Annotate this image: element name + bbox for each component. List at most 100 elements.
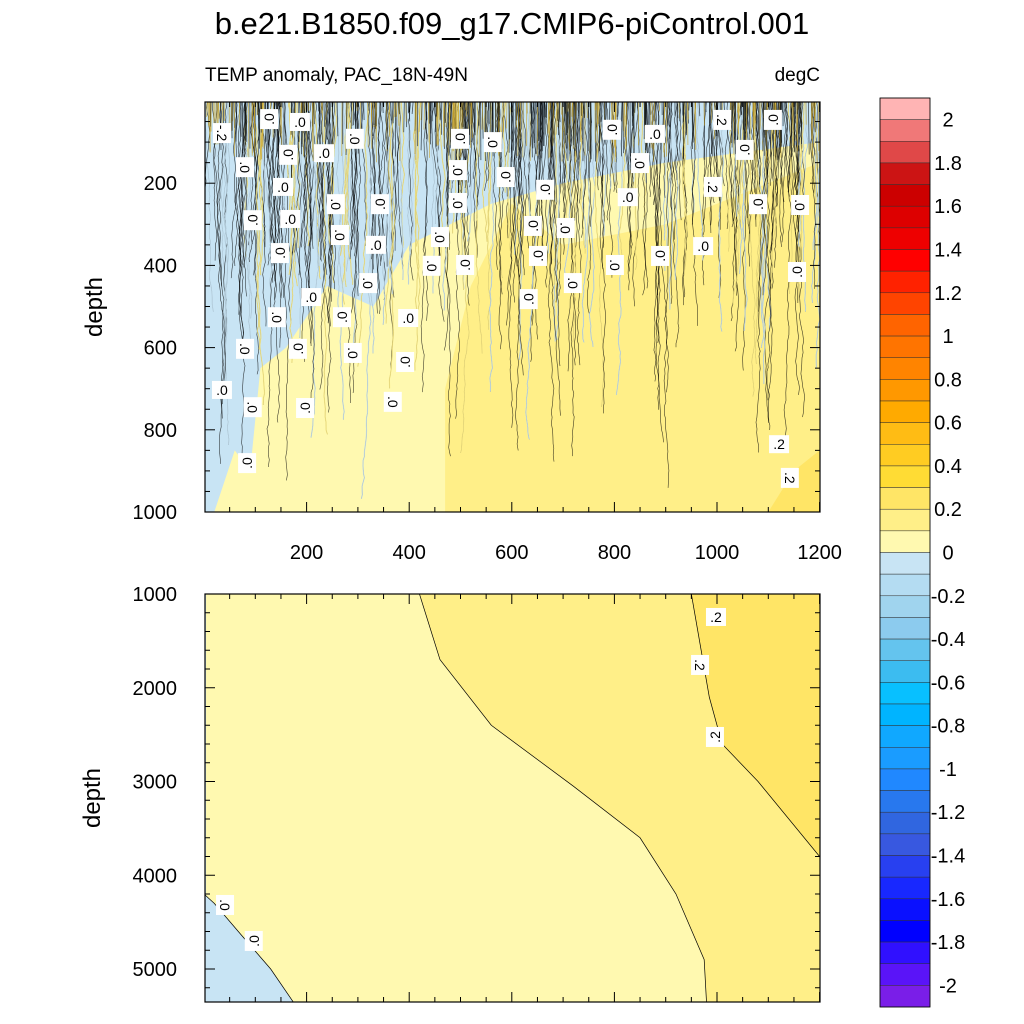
colorbar-label: 1.4: [934, 240, 962, 262]
contour-line: [620, 102, 623, 157]
contour-label-text: .0: [237, 343, 253, 355]
contour-line: [615, 102, 620, 193]
contour-label-text: .0: [385, 396, 401, 408]
contour-label-text: .0: [332, 229, 348, 241]
contour-line: [587, 102, 592, 314]
colorbar-box: [879, 595, 931, 618]
contour-line: [279, 102, 289, 481]
contour-fill-strip: [581, 102, 591, 343]
contour-label: .0: [326, 194, 345, 215]
contour-line: [794, 102, 800, 266]
contour-label-text: .2: [707, 731, 723, 743]
contour-label: .0: [345, 128, 364, 149]
contour-line: [415, 102, 417, 160]
contour-label-bg: [260, 109, 279, 130]
contour-label-text: .2: [692, 659, 708, 671]
contour-line: [798, 102, 800, 135]
fill-0.2-0.3: [691, 594, 820, 857]
contour-label-bg: [398, 309, 419, 328]
contour-label-bg: [359, 273, 378, 294]
contour-fill-strip: [681, 102, 688, 276]
contour-line: [257, 102, 260, 149]
contour-line: [662, 102, 665, 126]
contour-label-bg: [523, 215, 542, 236]
contour-fill-strip: [682, 102, 687, 187]
fill-neg-0.1-0: [205, 102, 820, 512]
contour-line: [529, 102, 532, 114]
contour-label-text: .0: [245, 214, 261, 226]
contour-label: .0: [244, 930, 263, 951]
contour-label-bg: [236, 338, 255, 359]
colorbar-box: [879, 790, 931, 813]
contour-line: [238, 102, 246, 456]
contour-label-text: .0: [432, 231, 448, 243]
contour-line: [461, 102, 463, 110]
contour-label-text: .2: [782, 472, 798, 484]
contour-line: [586, 102, 588, 119]
x-tick-label: 1000: [695, 542, 740, 564]
x-tick-label: 800: [598, 542, 631, 564]
contour-line: [622, 102, 624, 154]
contour-label-text: .0: [649, 126, 661, 142]
contour-label-text: .0: [521, 293, 537, 305]
subtitle-right: degC: [775, 65, 820, 86]
contour-fill-strip: [289, 102, 297, 269]
contour-label-bg: [280, 209, 301, 228]
contour-line: [235, 102, 238, 142]
contour-fill-strip: [360, 102, 378, 499]
contour-line: [419, 594, 707, 1002]
contour-label-text: .0: [525, 220, 541, 232]
colorbar-label: -0.2: [931, 586, 965, 608]
contour-line: [382, 102, 384, 114]
colorbar-box: [879, 379, 931, 402]
contour-line: [787, 102, 793, 193]
contour-label-bg: [267, 307, 286, 328]
contour-line: [519, 102, 522, 140]
y-tick-label: 3000: [133, 772, 178, 794]
contour-fill-strip: [812, 102, 820, 251]
contour-label-text: .0: [246, 935, 262, 947]
contour-line: [746, 102, 754, 234]
contour-line: [676, 102, 679, 119]
contour-line: [673, 102, 679, 180]
y-tick-label: 200: [144, 173, 177, 195]
contour-label-text: .0: [245, 401, 261, 413]
contour-label: .0: [483, 132, 502, 153]
contour-label: .0: [448, 192, 467, 213]
contour-line: [243, 102, 248, 268]
contour-label: .0: [211, 380, 232, 399]
bottom-plot-area: [205, 594, 820, 1002]
contour-line: [471, 102, 473, 138]
colorbar-label: 2: [942, 110, 953, 132]
colorbar-box: [879, 487, 931, 510]
contour-line: [807, 102, 810, 155]
contour-label-bg: [448, 160, 467, 181]
contour-label-bg: [749, 194, 768, 215]
contour-fill-strip: [482, 102, 488, 242]
contour-label-text: .0: [402, 310, 414, 326]
colorbar-box: [879, 876, 931, 900]
contour-label-bg: [605, 254, 624, 275]
contour-line: [608, 102, 611, 121]
contour-line: [222, 102, 224, 110]
contour-label-bg: [705, 607, 726, 626]
contour-line: [650, 102, 655, 206]
contour-line: [684, 102, 687, 134]
contour-line: [503, 102, 505, 132]
contour-line: [547, 102, 550, 134]
contour-label-bg: [314, 144, 335, 163]
contour-line: [237, 102, 242, 250]
contour-label-text: .0: [765, 114, 781, 126]
contour-label: .0: [651, 245, 670, 266]
contour-label-text: .0: [261, 113, 277, 125]
contour-label-text: .0: [347, 133, 363, 145]
contour-label-bg: [383, 391, 402, 412]
colorbar-box: [879, 314, 931, 337]
contour-label-bg: [430, 227, 449, 248]
contour-label: .0: [330, 224, 349, 245]
contour-line: [550, 102, 553, 157]
colorbar-box: [879, 920, 931, 943]
contour-label-text: .0: [792, 199, 808, 211]
contour-label-bg: [211, 380, 232, 399]
colorbar-box: [879, 833, 931, 856]
